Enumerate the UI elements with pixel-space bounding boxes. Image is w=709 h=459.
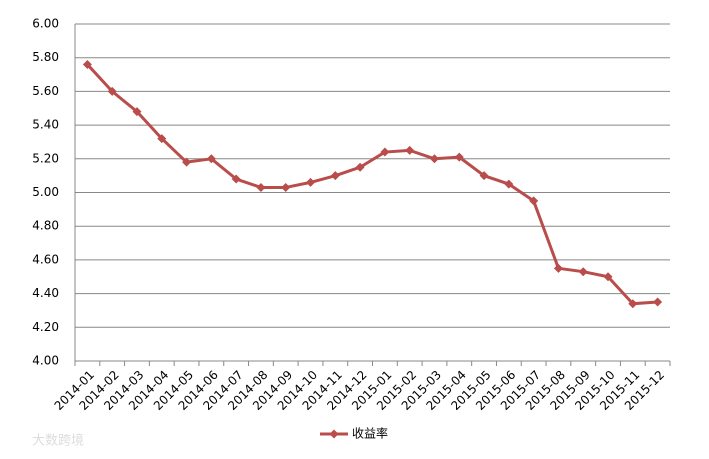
y-tick-label: 5.60 <box>32 84 59 98</box>
series-line <box>86 63 658 306</box>
point <box>206 154 216 164</box>
point <box>355 162 365 172</box>
watermark: 大数跨境 <box>32 434 84 449</box>
point <box>479 171 489 181</box>
point <box>429 154 439 164</box>
point <box>281 182 291 192</box>
point <box>182 157 192 167</box>
y-tick-label: 5.40 <box>32 118 59 132</box>
point <box>405 145 415 155</box>
point <box>132 107 142 117</box>
point <box>306 177 316 187</box>
legend-label: 收益率 <box>352 426 388 441</box>
point <box>82 59 92 69</box>
y-tick-label: 4.80 <box>32 219 59 233</box>
point <box>578 267 588 277</box>
y-tick-label: 4.40 <box>32 286 59 300</box>
point <box>330 171 340 181</box>
point <box>107 86 117 96</box>
y-tick-label: 4.00 <box>32 354 59 368</box>
point <box>231 174 241 184</box>
point <box>256 182 266 192</box>
y-tick-label: 4.20 <box>32 320 59 334</box>
point <box>628 299 638 309</box>
point <box>653 297 663 307</box>
point <box>529 196 539 206</box>
y-tick-label: 5.20 <box>32 151 59 165</box>
y-tick-label: 5.80 <box>32 50 59 64</box>
y-tick-label: 5.00 <box>32 185 59 199</box>
point <box>553 263 563 273</box>
legend-marker <box>329 429 339 439</box>
y-tick-label: 4.60 <box>32 252 59 266</box>
y-tick-label: 6.00 <box>32 17 59 31</box>
point <box>603 272 613 282</box>
point <box>504 179 514 189</box>
point <box>454 152 464 162</box>
point <box>380 147 390 157</box>
point <box>157 134 167 144</box>
